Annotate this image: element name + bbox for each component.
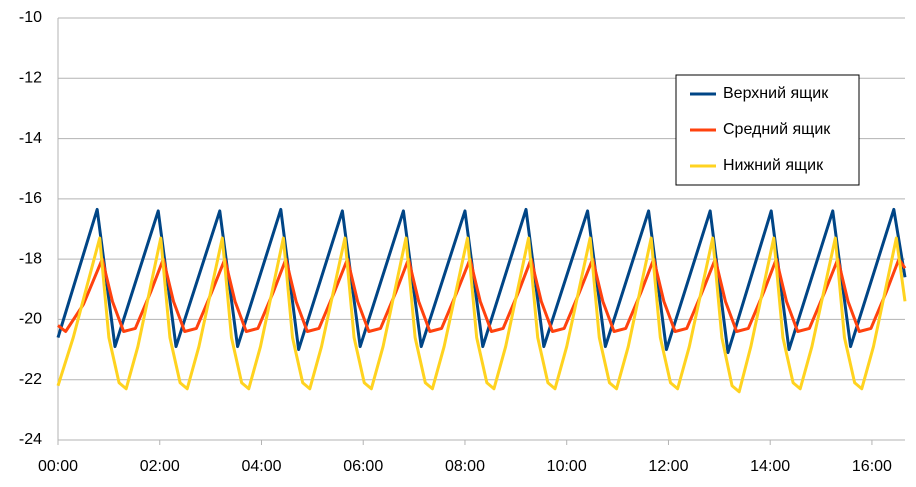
series-line [56,207,907,355]
legend-label: Средний ящик [723,121,831,138]
y-tick-label: -12 [19,70,42,87]
legend-label: Верхний ящик [723,85,829,102]
y-tick-label: -24 [19,431,42,448]
x-tick-label: 00:00 [38,458,78,475]
legend: Верхний ящик Средний ящик Нижний ящик [675,74,860,186]
y-tick-label: -18 [19,250,42,267]
y-tick-label: -14 [19,130,42,147]
x-tick-label: 04:00 [241,458,281,475]
y-tick-label: -10 [19,9,42,26]
x-tick-label: 16:00 [852,458,892,475]
x-tick-label: 08:00 [445,458,485,475]
y-tick-label: -20 [19,311,42,328]
x-tick-label: 14:00 [750,458,790,475]
x-tick-label: 10:00 [547,458,587,475]
y-tick-label: -22 [19,371,42,388]
series-line [56,236,907,394]
x-tick-label: 02:00 [140,458,180,475]
series-line [57,257,907,333]
x-tick-label: 12:00 [648,458,688,475]
y-tick-label: -16 [19,190,42,207]
legend-label: Нижний ящик [723,157,824,174]
x-tick-label: 06:00 [343,458,383,475]
